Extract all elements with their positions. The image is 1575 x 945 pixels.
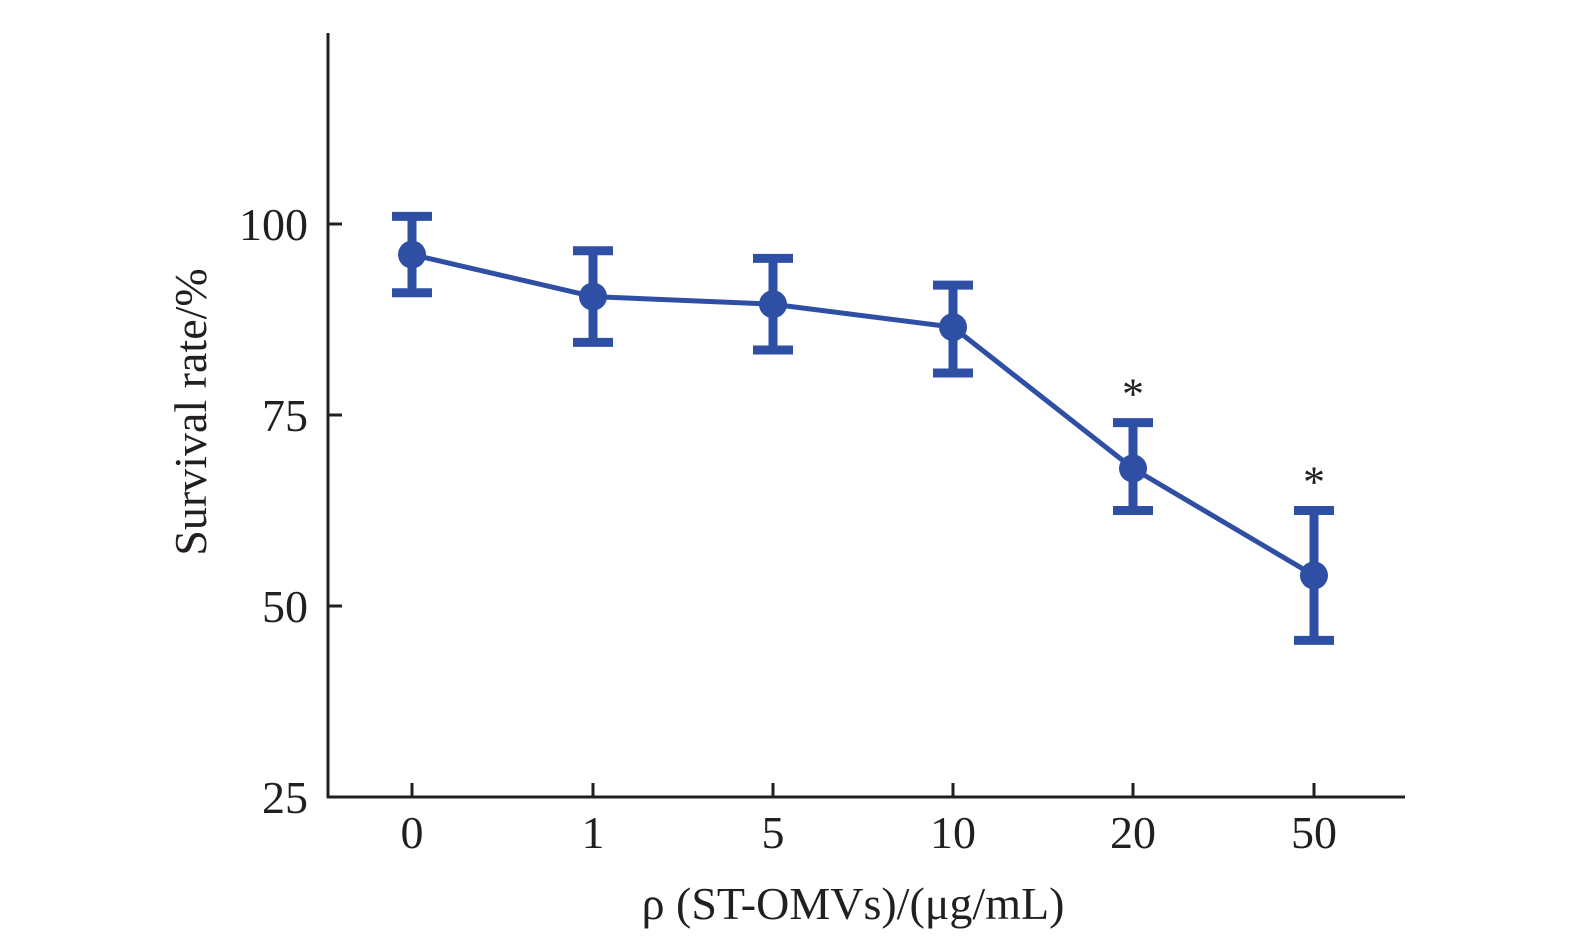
x-axis-title: ρ (ST-OMVs)/(μg/mL)	[642, 878, 1065, 929]
significance-marker: *	[1303, 458, 1325, 507]
y-tick-label: 75	[262, 390, 308, 441]
y-tick-label: 50	[262, 581, 308, 632]
axes	[326, 33, 1405, 799]
x-tick-label: 20	[1110, 807, 1156, 858]
x-tick-label: 5	[762, 807, 785, 858]
error-bars	[392, 211, 1334, 645]
data-series	[398, 240, 1328, 590]
x-tick-label: 1	[582, 807, 605, 858]
data-point	[398, 240, 426, 269]
series-line	[411, 252, 1316, 578]
significance-marker: *	[1122, 370, 1144, 419]
y-axis-ticks: 25 50 75 100	[239, 199, 342, 823]
data-point	[759, 290, 787, 319]
x-axis-ticks: 0 1 5 10 20 50	[401, 783, 1337, 858]
y-axis-title: Survival rate/%	[165, 268, 216, 555]
x-tick-label: 50	[1291, 807, 1337, 858]
significance-annotations: **	[1122, 370, 1325, 507]
x-tick-label: 10	[930, 807, 976, 858]
y-tick-label: 100	[239, 199, 308, 250]
x-tick-label: 0	[401, 807, 424, 858]
data-point	[1300, 561, 1328, 590]
data-point	[579, 282, 607, 311]
y-tick-label: 25	[262, 772, 308, 823]
data-point	[1119, 454, 1147, 483]
data-point	[939, 313, 967, 342]
